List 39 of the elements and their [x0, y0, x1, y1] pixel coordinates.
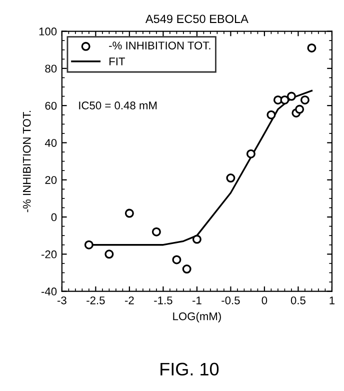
y-tick-label: -40: [41, 288, 57, 296]
y-tick-label: 0: [51, 213, 57, 222]
point: [152, 227, 161, 236]
point: [266, 110, 276, 120]
point: [172, 255, 182, 264]
point: [104, 250, 114, 259]
point: [280, 95, 290, 105]
y-tick-label: 40: [44, 138, 57, 147]
legend-label: -% INHIBITION TOT.: [109, 42, 210, 50]
x-tick-label: 0: [262, 296, 268, 304]
point: [286, 92, 296, 101]
point: [124, 208, 134, 218]
x-tick-label: -0.5: [222, 296, 240, 304]
x-tick-label: 0.5: [290, 296, 306, 304]
point: [182, 264, 192, 274]
point: [246, 149, 256, 158]
caption: FIG. 10: [160, 362, 219, 376]
x-axis-title: LOG(mM): [173, 312, 221, 322]
x-tick-label: -2.5: [86, 296, 105, 304]
x-tick-label: -1: [192, 296, 202, 304]
point: [226, 173, 236, 183]
x-tick-label: -1.5: [154, 296, 172, 304]
y-tick-label: 20: [45, 176, 57, 184]
point: [300, 95, 310, 105]
y-tick-label: 80: [45, 64, 57, 73]
y-axis-title: -% INHIBITION TOT.: [22, 110, 31, 212]
x-tick-label: -3: [57, 296, 66, 304]
point: [192, 234, 202, 244]
y-tick-label: 100: [39, 28, 57, 36]
y-tick-label: -20: [41, 250, 57, 258]
point: [84, 240, 94, 250]
annotation: IC50 = 0.48 mM: [79, 102, 157, 110]
legend-label: FIT: [110, 58, 125, 66]
point: [307, 43, 316, 53]
x-tick-label: 1: [330, 296, 335, 304]
chart-title: A549 EC50 EBOLA: [145, 14, 248, 24]
y-tick-label: 60: [45, 102, 57, 110]
point: [295, 104, 304, 114]
x-tick-label: -2: [124, 296, 134, 304]
